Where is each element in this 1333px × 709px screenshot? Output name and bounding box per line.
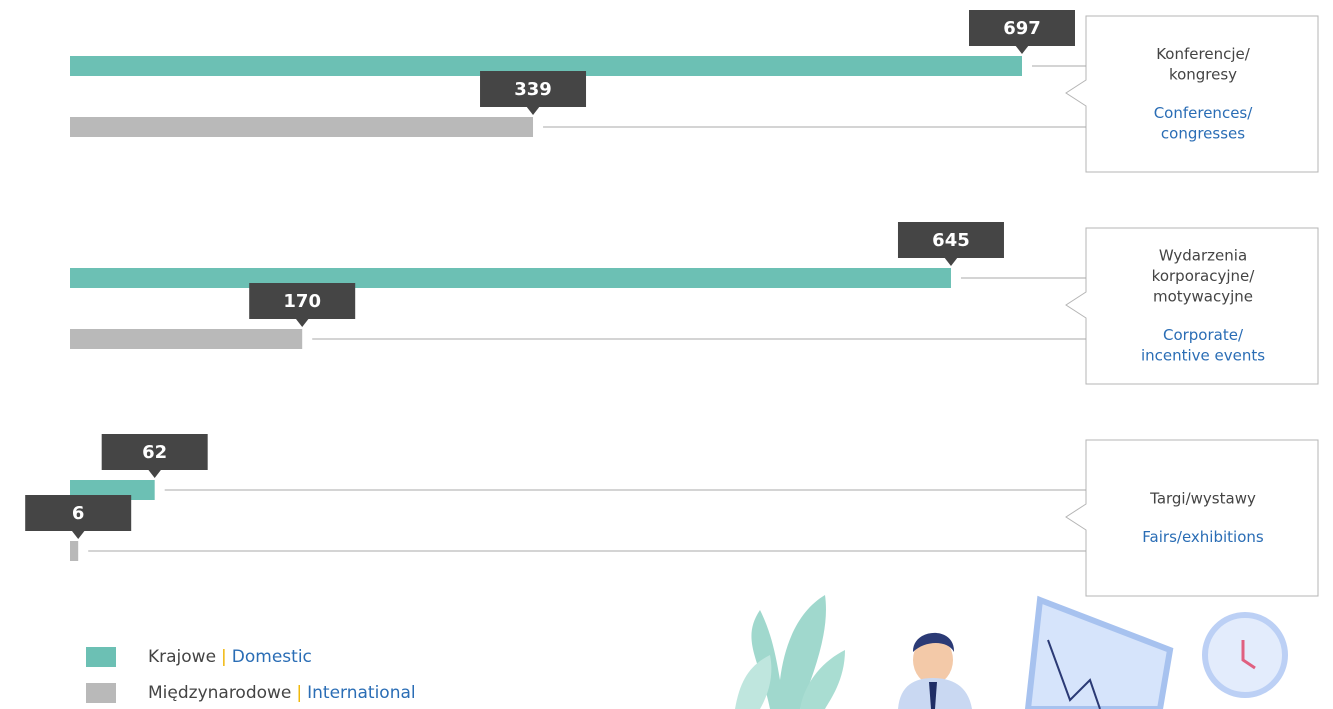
value-label-pointer — [944, 257, 958, 266]
category-box — [1066, 440, 1318, 596]
value-label-pointer — [1015, 45, 1029, 54]
bar — [70, 117, 533, 137]
legend-name: Międzynarodowe — [148, 683, 291, 703]
category-box — [1066, 16, 1318, 172]
category-label: motywacyjne — [1153, 288, 1253, 306]
value-label-pointer — [295, 318, 309, 327]
value-label-pointer — [148, 469, 162, 478]
category-label: Wydarzenia — [1159, 247, 1247, 265]
value-label: 697 — [1003, 18, 1041, 39]
chart: Konferencje/kongresy Conferences/congress… — [0, 0, 1333, 709]
category-label-en: Conferences/ — [1154, 104, 1254, 122]
category-label-en: incentive events — [1141, 347, 1265, 365]
category-label: korporacyjne/ — [1152, 267, 1256, 285]
category-label: Konferencje/ — [1156, 45, 1250, 63]
value-label-pointer — [526, 106, 540, 115]
illustration — [735, 595, 1285, 709]
legend-separator: | — [296, 683, 302, 703]
category-label: Targi/wystawy — [1149, 489, 1256, 507]
legend-swatch — [86, 683, 116, 703]
value-label: 170 — [283, 291, 321, 312]
legend-label: Krajowe|Domestic — [148, 647, 312, 667]
legend-label: Międzynarodowe|International — [148, 683, 416, 703]
value-label: 645 — [932, 230, 970, 251]
category-label-en: Fairs/exhibitions — [1142, 528, 1264, 546]
value-label: 6 — [72, 503, 85, 524]
legend-name-en: Domestic — [232, 647, 312, 667]
value-label: 339 — [514, 79, 552, 100]
category-label-en: Corporate/ — [1163, 326, 1244, 344]
category-label: kongresy — [1169, 65, 1237, 83]
bar — [70, 268, 951, 288]
page: {"chart_data": { "type": "bar", "orienta… — [0, 0, 1333, 709]
legend-swatch — [86, 647, 116, 667]
legend-separator: | — [221, 647, 227, 667]
value-label-pointer — [71, 530, 85, 539]
bar — [70, 541, 78, 561]
value-label: 62 — [142, 442, 167, 463]
legend-name: Krajowe — [148, 647, 216, 667]
bar — [70, 329, 302, 349]
legend-name-en: International — [307, 683, 416, 703]
category-label-en: congresses — [1161, 124, 1245, 142]
